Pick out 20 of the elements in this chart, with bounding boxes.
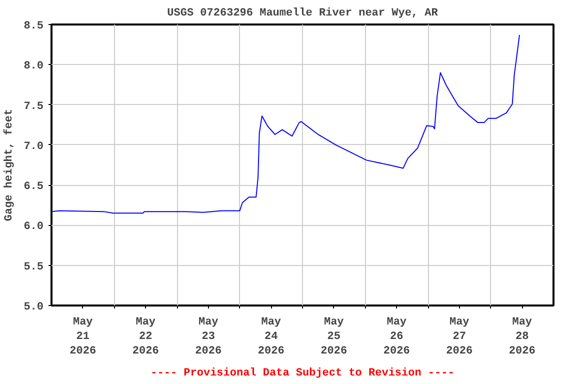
text: ---- Provisional Data Subject to Revision ----: [150, 368, 454, 380]
y-tick-label: 5.0: [24, 302, 44, 314]
y-tick-label: 6.5: [24, 181, 44, 194]
x-tick-label: May 23 2026: [195, 316, 222, 358]
x-tick-label: May 28 2026: [508, 316, 536, 358]
y-axis-title: Gage height, feet: [2, 108, 16, 222]
x-tick-label: May 26 2026: [383, 316, 410, 358]
x-tick-label: May 24 2026: [258, 316, 284, 358]
y-tick-label: 7.0: [24, 140, 44, 153]
y-tick-label: 5.5: [24, 261, 44, 274]
line-series: [52, 34, 520, 214]
y-tick-label: 6.0: [24, 221, 44, 234]
x-tick-label: May 27 2026: [446, 316, 473, 358]
chart-title: USGS 07263296 Maumelle River near Wye, AR: [167, 8, 438, 20]
y-tick-label: 8.5: [24, 20, 44, 32]
y-tick-label: 7.5: [24, 100, 44, 113]
x-tick-label: May 22 2026: [132, 316, 159, 358]
x-tick-label: May 21 2026: [70, 316, 96, 358]
y-tick-label: 8.0: [24, 60, 44, 73]
x-tick-label: May 25 2026: [320, 316, 348, 358]
